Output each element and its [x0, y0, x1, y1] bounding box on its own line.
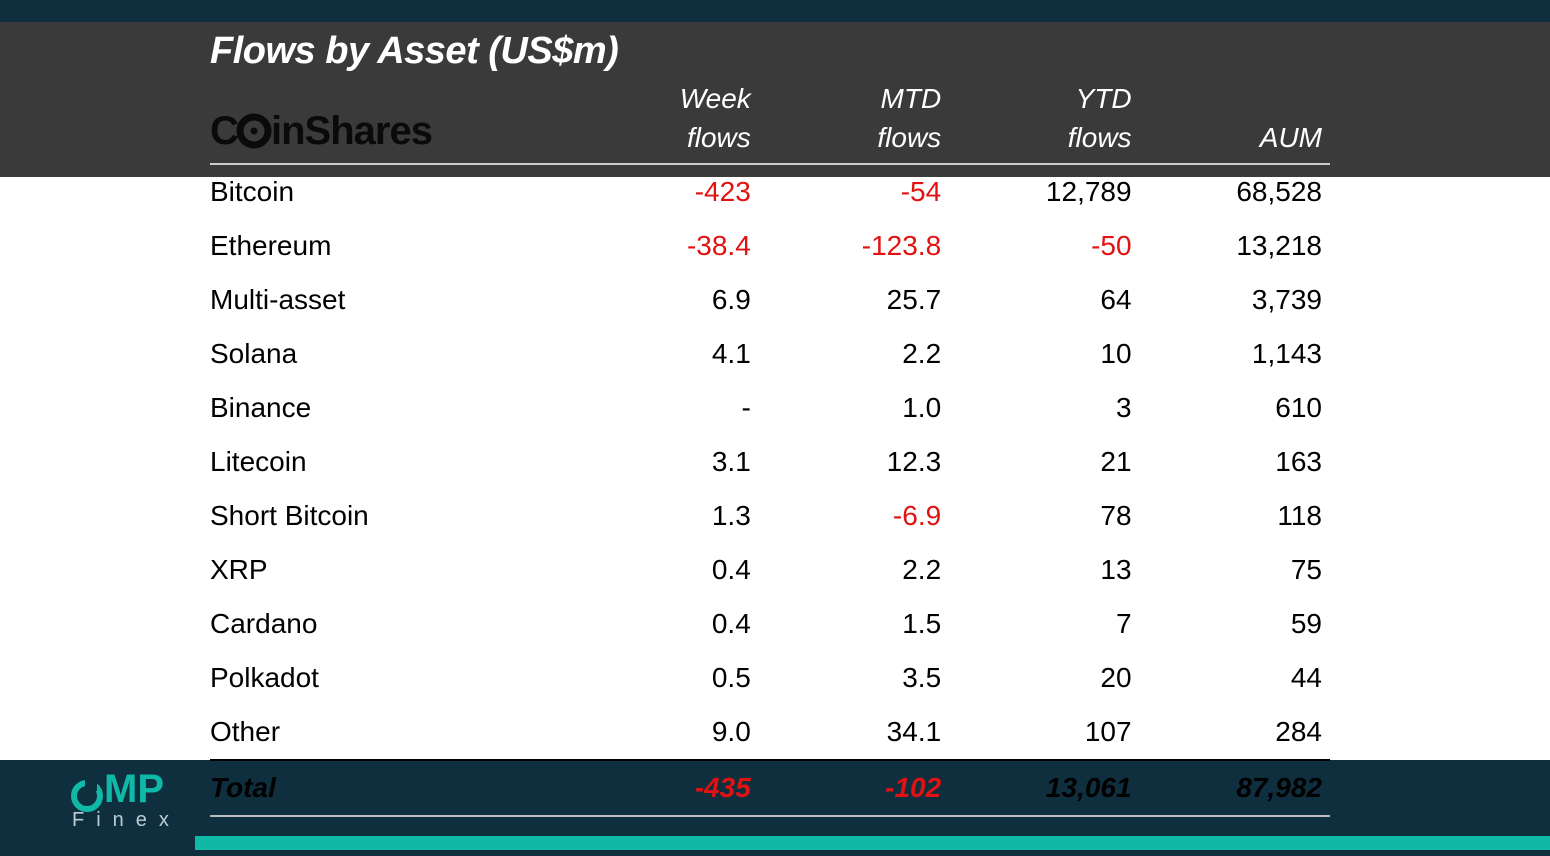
- table-row: Ethereum -38.4 -123.8 -50 13,218: [210, 219, 1330, 273]
- asset-name: XRP: [210, 543, 568, 597]
- table-row: Short Bitcoin 1.3 -6.9 78 118: [210, 489, 1330, 543]
- table-header: C inShares Week flows MTD flow: [210, 73, 1330, 164]
- total-aum: 87,982: [1140, 760, 1330, 816]
- asset-name: Short Bitcoin: [210, 489, 568, 543]
- week-flows: -: [568, 381, 758, 435]
- ytd-flows: 107: [949, 705, 1139, 760]
- mtd-flows: 1.5: [759, 597, 949, 651]
- aum: 1,143: [1140, 327, 1330, 381]
- asset-name: Multi-asset: [210, 273, 568, 327]
- total-mtd: -102: [759, 760, 949, 816]
- aum: 75: [1140, 543, 1330, 597]
- brand-header-cell: C inShares: [210, 73, 568, 164]
- mtd-flows: -54: [759, 164, 949, 219]
- flows-table: C inShares Week flows MTD flow: [210, 73, 1330, 817]
- total-week: -435: [568, 760, 758, 816]
- col-aum: AUM: [1140, 73, 1330, 164]
- footer-brand: MP Finex: [70, 769, 181, 832]
- table-row: Multi-asset 6.9 25.7 64 3,739: [210, 273, 1330, 327]
- table-body: Bitcoin -423 -54 12,789 68,528 Ethereum …: [210, 164, 1330, 817]
- table-row: Solana 4.1 2.2 10 1,143: [210, 327, 1330, 381]
- svg-text:C: C: [210, 109, 238, 153]
- asset-name: Cardano: [210, 597, 568, 651]
- week-flows: 4.1: [568, 327, 758, 381]
- coinshares-logo: C inShares: [210, 101, 470, 157]
- main-panel: Flows by Asset (US$m) C inShares: [0, 22, 1550, 760]
- week-flows: -38.4: [568, 219, 758, 273]
- aum: 118: [1140, 489, 1330, 543]
- asset-name: Solana: [210, 327, 568, 381]
- mtd-flows: 1.0: [759, 381, 949, 435]
- ytd-flows: 13: [949, 543, 1139, 597]
- col-week: Week flows: [568, 73, 758, 164]
- ytd-flows: 7: [949, 597, 1139, 651]
- asset-name: Binance: [210, 381, 568, 435]
- table-row: Other 9.0 34.1 107 284: [210, 705, 1330, 760]
- total-label: Total: [210, 760, 568, 816]
- aum: 13,218: [1140, 219, 1330, 273]
- aum: 163: [1140, 435, 1330, 489]
- mtd-flows: 2.2: [759, 543, 949, 597]
- col-ytd: YTD flows: [949, 73, 1139, 164]
- ytd-flows: 3: [949, 381, 1139, 435]
- week-flows: 0.4: [568, 543, 758, 597]
- mtd-flows: 3.5: [759, 651, 949, 705]
- aum: 68,528: [1140, 164, 1330, 219]
- week-flows: -423: [568, 164, 758, 219]
- ytd-flows: 78: [949, 489, 1139, 543]
- week-flows: 1.3: [568, 489, 758, 543]
- table-row: Litecoin 3.1 12.3 21 163: [210, 435, 1330, 489]
- asset-name: Other: [210, 705, 568, 760]
- mtd-flows: 2.2: [759, 327, 949, 381]
- table-row: Bitcoin -423 -54 12,789 68,528: [210, 164, 1330, 219]
- week-flows: 6.9: [568, 273, 758, 327]
- footer-brand-line1: MP: [70, 769, 181, 811]
- week-flows: 0.4: [568, 597, 758, 651]
- table-row: XRP 0.4 2.2 13 75: [210, 543, 1330, 597]
- aum: 284: [1140, 705, 1330, 760]
- aum: 59: [1140, 597, 1330, 651]
- week-flows: 3.1: [568, 435, 758, 489]
- mtd-flows: -123.8: [759, 219, 949, 273]
- ytd-flows: 10: [949, 327, 1139, 381]
- mtd-flows: 34.1: [759, 705, 949, 760]
- asset-name: Litecoin: [210, 435, 568, 489]
- total-ytd: 13,061: [949, 760, 1139, 816]
- asset-name: Ethereum: [210, 219, 568, 273]
- total-bottom-rule: [210, 816, 1330, 817]
- total-row: Total -435 -102 13,061 87,982: [210, 760, 1330, 816]
- ytd-flows: -50: [949, 219, 1139, 273]
- ytd-flows: 64: [949, 273, 1139, 327]
- flows-table-wrap: C inShares Week flows MTD flow: [210, 73, 1330, 817]
- ytd-flows: 20: [949, 651, 1139, 705]
- table-row: Polkadot 0.5 3.5 20 44: [210, 651, 1330, 705]
- aum: 44: [1140, 651, 1330, 705]
- asset-name: Bitcoin: [210, 164, 568, 219]
- week-flows: 0.5: [568, 651, 758, 705]
- omp-mp-text: MP: [104, 767, 164, 811]
- mtd-flows: 12.3: [759, 435, 949, 489]
- omp-o-icon: [70, 779, 104, 811]
- table-row: Binance - 1.0 3 610: [210, 381, 1330, 435]
- page-title: Flows by Asset (US$m): [210, 30, 618, 73]
- table-row: Cardano 0.4 1.5 7 59: [210, 597, 1330, 651]
- week-flows: 9.0: [568, 705, 758, 760]
- ytd-flows: 12,789: [949, 164, 1139, 219]
- asset-name: Polkadot: [210, 651, 568, 705]
- mtd-flows: 25.7: [759, 273, 949, 327]
- coinshares-text: inShares: [271, 109, 432, 153]
- mtd-flows: -6.9: [759, 489, 949, 543]
- col-mtd: MTD flows: [759, 73, 949, 164]
- ytd-flows: 21: [949, 435, 1139, 489]
- footer-accent-bar: [195, 836, 1550, 850]
- aum: 3,739: [1140, 273, 1330, 327]
- aum: 610: [1140, 381, 1330, 435]
